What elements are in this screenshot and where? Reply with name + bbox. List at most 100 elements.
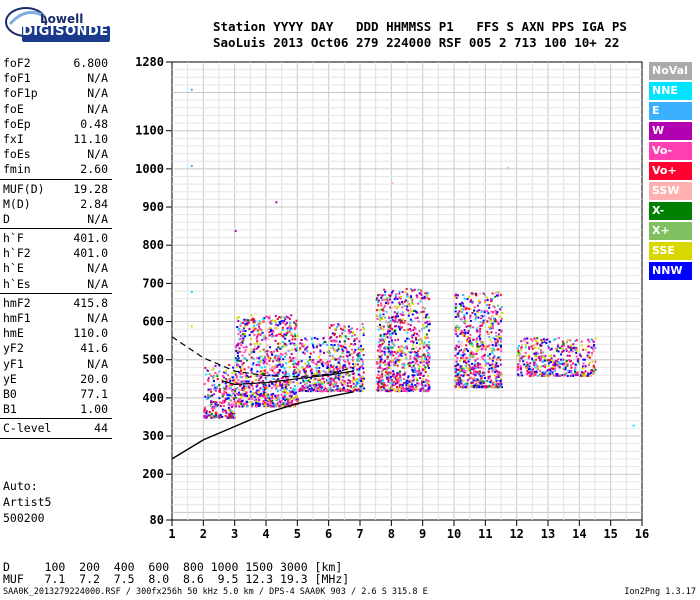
echo-point xyxy=(380,308,383,311)
echo-point xyxy=(396,298,399,300)
echo-point xyxy=(554,338,557,340)
echo-point xyxy=(501,386,503,389)
echo-point xyxy=(469,324,472,327)
echo-point xyxy=(414,336,417,339)
echo-point xyxy=(262,317,265,320)
echo-point xyxy=(361,376,364,378)
echo-point xyxy=(420,342,423,344)
echo-point xyxy=(519,365,522,368)
echo-point xyxy=(289,342,292,345)
echo-point xyxy=(253,324,256,327)
echo-point xyxy=(269,320,272,323)
echo-point xyxy=(229,399,232,402)
echo-point xyxy=(285,398,288,401)
echo-point xyxy=(235,344,238,347)
echo-point xyxy=(417,382,420,385)
echo-point xyxy=(572,374,575,377)
echo-point xyxy=(457,326,460,329)
echo-point xyxy=(284,383,287,386)
echo-point xyxy=(475,372,478,375)
echo-point xyxy=(463,353,466,356)
echo-point xyxy=(481,343,484,346)
echo-point xyxy=(295,319,298,322)
param-name: foE xyxy=(3,101,24,116)
echo-point xyxy=(322,390,325,392)
echo-point xyxy=(312,351,315,354)
echo-point xyxy=(409,350,412,353)
echo-point xyxy=(241,405,244,408)
echo-point xyxy=(477,304,479,307)
echo-point xyxy=(212,377,215,380)
echo-point xyxy=(241,387,244,389)
echo-point xyxy=(469,333,472,336)
echo-point xyxy=(332,345,335,348)
echo-point xyxy=(399,321,402,324)
echo-point xyxy=(221,379,224,382)
echo-point xyxy=(235,375,238,377)
echo-point xyxy=(293,321,295,324)
echo-point xyxy=(487,371,490,374)
echo-point xyxy=(490,310,493,313)
echo-point xyxy=(283,320,286,323)
echo-point xyxy=(564,368,567,371)
echo-point xyxy=(243,368,246,371)
echo-point xyxy=(253,328,256,331)
echo-point xyxy=(285,315,288,318)
echo-point xyxy=(277,390,279,393)
echo-point xyxy=(257,397,260,400)
echo-point xyxy=(227,406,230,409)
echo-point xyxy=(587,351,590,354)
echo-point xyxy=(402,373,405,376)
param-divider xyxy=(0,228,112,230)
echo-point xyxy=(577,358,580,361)
legend-item-ssw: SSW xyxy=(649,182,692,200)
echo-point xyxy=(234,382,237,385)
echo-point xyxy=(413,360,416,363)
echo-point xyxy=(405,346,408,349)
echo-point xyxy=(483,359,486,362)
echo-point xyxy=(405,295,408,298)
echo-point xyxy=(535,358,537,361)
param-value: 77.1 xyxy=(80,386,108,401)
echo-point xyxy=(558,347,561,349)
echo-point xyxy=(313,379,316,381)
echo-point xyxy=(490,325,493,327)
echo-point xyxy=(534,347,537,349)
echo-point xyxy=(342,386,345,389)
echo-point xyxy=(341,345,344,348)
echo-point xyxy=(477,348,480,351)
echo-point xyxy=(555,374,558,377)
echo-point xyxy=(273,384,276,387)
echo-point xyxy=(208,373,211,376)
echo-point xyxy=(562,349,565,352)
echo-point xyxy=(313,372,316,375)
echo-point xyxy=(256,334,259,337)
echo-point xyxy=(517,354,519,357)
echo-point xyxy=(412,329,415,332)
echo-point xyxy=(334,328,337,331)
echo-point xyxy=(517,367,520,370)
param-divider xyxy=(0,437,112,439)
echo-point xyxy=(496,370,498,373)
echo-point xyxy=(339,355,342,358)
echo-point xyxy=(376,367,379,370)
echo-point xyxy=(263,389,266,391)
echo-point xyxy=(568,371,571,374)
echo-point xyxy=(379,380,381,383)
echo-point xyxy=(379,326,382,329)
echo-point xyxy=(500,378,503,381)
echo-point xyxy=(411,313,414,316)
echo-point xyxy=(532,368,535,370)
echo-point xyxy=(419,300,422,303)
echo-point xyxy=(480,348,483,351)
echo-point xyxy=(376,349,379,352)
echo-point xyxy=(274,394,277,397)
echo-point xyxy=(406,347,409,350)
echo-point xyxy=(427,390,429,393)
echo-point xyxy=(537,356,540,359)
echo-point xyxy=(220,402,223,405)
echo-point xyxy=(386,372,389,375)
echo-point xyxy=(490,298,493,301)
echo-point xyxy=(399,325,402,328)
echo-point xyxy=(497,322,500,325)
